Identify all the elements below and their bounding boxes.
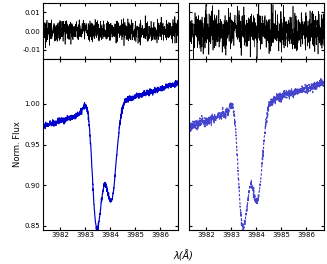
Text: λ(Å): λ(Å) — [173, 250, 193, 261]
Y-axis label: Norm. Flux: Norm. Flux — [13, 122, 22, 167]
